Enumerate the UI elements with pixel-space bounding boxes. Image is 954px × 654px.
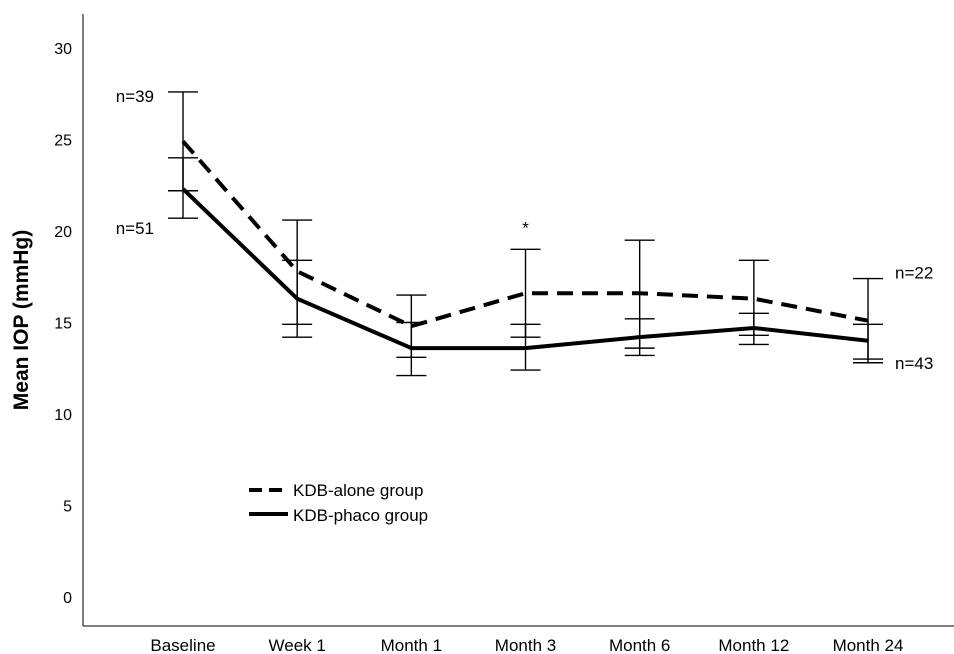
y-tick-label: 15: [54, 316, 72, 333]
annotations: n=39 n=51 n=22 n=43 *: [116, 87, 934, 373]
x-tick-label: Month 1: [381, 636, 442, 654]
x-tick-label: Month 24: [833, 636, 904, 654]
x-tick-labels: Baseline Week 1 Month 1 Month 3 Month 6 Month…: [150, 636, 903, 654]
x-tick-label: Month 12: [718, 636, 789, 654]
legend: KDB-alone group KDB-phaco group: [249, 481, 428, 525]
sample-size-label: n=39: [116, 87, 154, 106]
y-axis-label: Mean IOP (mmHg): [10, 230, 33, 410]
y-tick-label: 0: [63, 590, 72, 607]
sample-size-label: n=22: [895, 264, 933, 283]
y-tick-label: 25: [54, 133, 72, 150]
axes: [82, 14, 954, 627]
y-tick-label: 5: [63, 499, 72, 516]
x-tick-label: Month 3: [495, 636, 556, 654]
series-line-kdb-phaco: [181, 187, 869, 351]
error-bars: [168, 91, 884, 377]
series-lines: [181, 139, 869, 351]
sample-size-label: n=43: [895, 354, 933, 373]
sample-size-label: n=51: [116, 219, 154, 238]
y-tick-label: 10: [54, 407, 72, 424]
x-tick-label: Baseline: [150, 636, 215, 654]
x-tick-label: Week 1: [269, 636, 326, 654]
y-tick-labels: 0 5 10 15 20 25 30: [54, 41, 72, 607]
x-tick-label: Month 6: [609, 636, 670, 654]
y-tick-label: 20: [54, 224, 72, 241]
significance-marker: *: [522, 218, 529, 237]
y-tick-label: 30: [54, 41, 72, 58]
legend-label-kdb-alone: KDB-alone group: [293, 481, 423, 500]
legend-label-kdb-phaco: KDB-phaco group: [293, 506, 428, 525]
